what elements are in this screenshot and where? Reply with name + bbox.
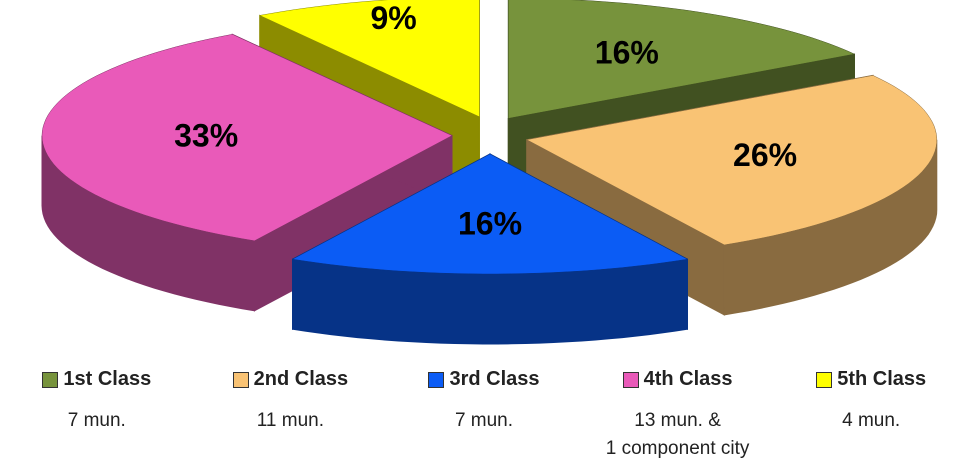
legend-item: 5th Class 4 mun.	[774, 368, 968, 463]
legend-swatch	[816, 371, 833, 388]
legend-swatch	[428, 371, 445, 388]
legend-item: 3rd Class 7 mun.	[387, 368, 581, 463]
legend-swatch	[232, 371, 249, 388]
legend-label: 4th Class	[643, 368, 733, 390]
legend-item: 2nd Class 11 mun.	[194, 368, 388, 463]
legend-item: 4th Class 13 mun. & 1 component city	[581, 368, 775, 463]
slice	[508, 0, 856, 119]
legend-label: 2nd Class	[253, 368, 349, 390]
legend-label: 3rd Class	[449, 368, 540, 390]
legend-item: 1st Class 7 mun.	[0, 368, 194, 463]
data-label: 16%	[595, 35, 659, 71]
chart: 16% 26% 16% 33% 9%	[41, 0, 938, 345]
data-label: 16%	[458, 205, 522, 241]
legend-swatch	[42, 371, 59, 388]
legend-key: 5th Class	[774, 368, 968, 391]
legend-swatch	[622, 371, 639, 388]
slice	[291, 153, 689, 275]
legend-note: 4 mun.	[842, 410, 901, 431]
data-label: 9%	[370, 0, 416, 36]
slice	[526, 75, 938, 246]
legend-label: 1st Class	[63, 368, 152, 390]
slice	[41, 34, 453, 242]
legend-key: 2nd Class	[194, 368, 388, 391]
legend-key: 4th Class	[581, 368, 775, 391]
legend: 1st Class 7 mun. 2nd Class 11 mun. 3rd Class…	[0, 368, 968, 463]
legend-label: 5th Class	[837, 368, 927, 390]
legend-note: 7 mun.	[454, 410, 514, 431]
data-label: 26%	[733, 137, 797, 173]
data-label: 33%	[174, 117, 238, 153]
legend-note: 13 mun. & 1 component city	[605, 410, 750, 459]
legend-key: 3rd Class	[387, 368, 581, 391]
slice	[258, 0, 480, 118]
legend-note: 7 mun.	[67, 410, 126, 431]
legend-key: 1st Class	[0, 368, 194, 391]
legend-note: 11 mun.	[256, 410, 325, 431]
